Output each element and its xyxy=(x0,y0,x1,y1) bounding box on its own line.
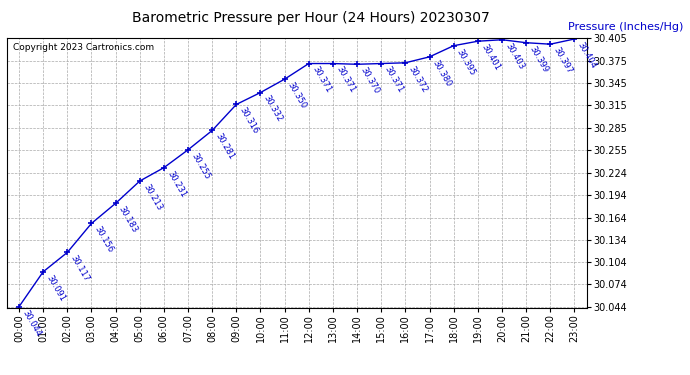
Text: 30.380: 30.380 xyxy=(431,58,453,88)
Text: 30.404: 30.404 xyxy=(576,40,598,70)
Text: 30.332: 30.332 xyxy=(262,94,284,124)
Text: 30.397: 30.397 xyxy=(552,46,574,75)
Text: 30.370: 30.370 xyxy=(359,66,381,96)
Text: 30.403: 30.403 xyxy=(504,41,526,71)
Text: 30.316: 30.316 xyxy=(238,106,260,136)
Text: 30.350: 30.350 xyxy=(286,81,308,110)
Text: 30.183: 30.183 xyxy=(117,205,139,235)
Text: 30.156: 30.156 xyxy=(93,225,115,255)
Text: 30.231: 30.231 xyxy=(166,169,188,199)
Text: Pressure (Inches/Hg): Pressure (Inches/Hg) xyxy=(568,22,683,33)
Text: 30.401: 30.401 xyxy=(480,43,502,72)
Text: 30.371: 30.371 xyxy=(310,65,333,95)
Text: 30.371: 30.371 xyxy=(383,65,405,95)
Text: 30.091: 30.091 xyxy=(45,273,67,303)
Text: 30.371: 30.371 xyxy=(335,65,357,95)
Text: 30.372: 30.372 xyxy=(407,64,429,94)
Text: 30.044: 30.044 xyxy=(21,308,43,338)
Text: 30.399: 30.399 xyxy=(528,44,550,74)
Text: 30.255: 30.255 xyxy=(190,151,212,181)
Text: Copyright 2023 Cartronics.com: Copyright 2023 Cartronics.com xyxy=(12,43,154,52)
Text: 30.395: 30.395 xyxy=(455,47,477,77)
Text: 30.281: 30.281 xyxy=(214,132,236,162)
Text: 30.117: 30.117 xyxy=(69,254,91,284)
Text: Barometric Pressure per Hour (24 Hours) 20230307: Barometric Pressure per Hour (24 Hours) … xyxy=(132,11,489,25)
Text: 30.213: 30.213 xyxy=(141,183,164,212)
